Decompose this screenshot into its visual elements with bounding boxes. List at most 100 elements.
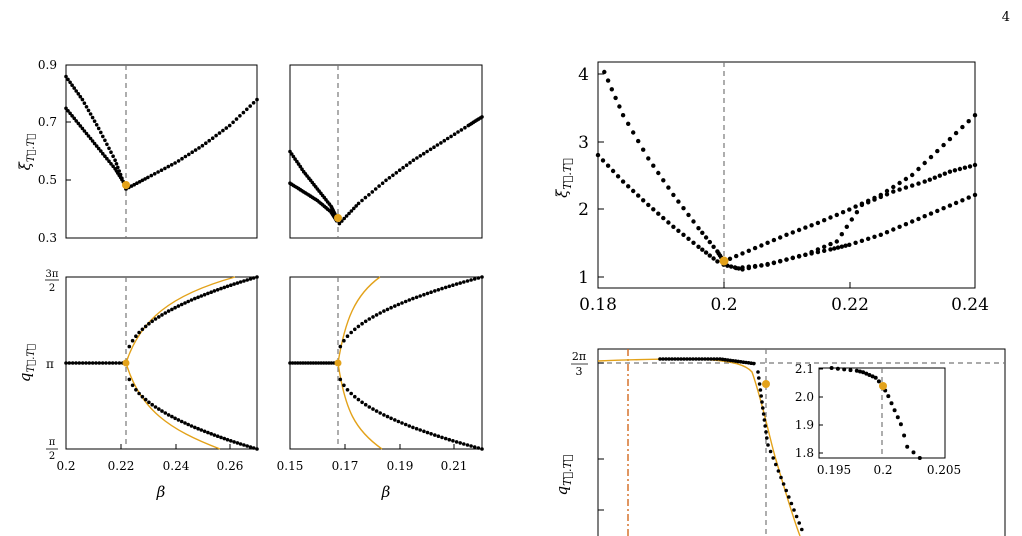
data-point [866, 236, 871, 241]
data-point [691, 240, 696, 245]
ytick-label: 4 [578, 65, 589, 85]
data-point [676, 357, 680, 361]
data-point [641, 198, 646, 203]
data-point [241, 110, 246, 115]
data-point [400, 421, 404, 425]
data-point [150, 402, 154, 407]
fit-curve-upper [337, 276, 381, 364]
data-point [66, 77, 70, 82]
data-point [861, 370, 866, 375]
data-point [835, 366, 840, 371]
data-point [159, 168, 164, 172]
data-point [251, 101, 256, 105]
data-point [418, 154, 423, 158]
data-point [219, 435, 223, 440]
data-point [342, 338, 346, 343]
fit-curve-lower [125, 362, 221, 450]
data-point [703, 235, 709, 240]
data-point [646, 156, 651, 161]
data-point [792, 508, 796, 512]
data-point [196, 295, 200, 300]
x-axis-label: β [156, 483, 166, 501]
data-point [114, 162, 119, 166]
data-point [209, 290, 213, 295]
data-point [103, 138, 107, 143]
ytick-label: 0.7 [38, 115, 57, 129]
fit-curve-upper [125, 276, 236, 364]
data-points [64, 275, 259, 451]
axes-frame [65, 64, 258, 239]
critical-point-marker [334, 359, 342, 367]
data-point [443, 436, 448, 441]
data-point [173, 305, 177, 310]
data-point [212, 289, 217, 293]
data-point [428, 147, 433, 152]
data-point [778, 259, 783, 264]
data-point [70, 83, 74, 87]
data-point [76, 92, 81, 96]
data-point [235, 441, 240, 445]
panel-q-left-b: 0.15 0.17 0.19 0.21 β [277, 275, 484, 501]
data-point [72, 116, 76, 121]
data-point [847, 242, 852, 247]
data-point [303, 361, 308, 365]
data-point [895, 415, 900, 420]
data-point [937, 173, 942, 178]
data-point [691, 357, 695, 361]
data-point [800, 527, 804, 532]
data-point [809, 223, 814, 228]
y-ticks: 4 3 2 1 [578, 65, 604, 288]
data-point [251, 446, 256, 450]
data-point [248, 104, 252, 108]
data-point [183, 154, 188, 159]
data-point [891, 189, 896, 194]
critical-point-marker [122, 359, 130, 367]
data-point [354, 204, 359, 208]
data-point [415, 156, 419, 160]
data-point [94, 144, 99, 148]
data-point [150, 319, 154, 324]
data-point [64, 106, 68, 111]
data-point [759, 263, 764, 268]
data-point [215, 288, 220, 292]
y-axis-label: ξT⃗.T⃗ [16, 134, 37, 171]
data-point [440, 286, 444, 291]
data-point [156, 170, 160, 174]
data-point [411, 296, 415, 301]
data-point [219, 286, 223, 291]
data-point [293, 157, 297, 161]
data-point [238, 280, 243, 284]
data-point [953, 200, 959, 206]
data-point [214, 133, 218, 138]
data-point [661, 357, 665, 361]
data-point [727, 256, 733, 261]
data-point [935, 148, 940, 154]
critical-point-marker [719, 256, 729, 266]
data-point [337, 221, 342, 226]
data-point [255, 97, 259, 102]
data-point [451, 283, 455, 288]
data-point [68, 111, 72, 116]
data-points [288, 115, 484, 226]
ytick-label: 2π 3 [572, 350, 586, 378]
data-point [459, 128, 464, 132]
data-point [84, 361, 88, 365]
xtick-label: 0.22 [831, 295, 869, 315]
data-point [760, 400, 764, 404]
data-point [927, 177, 932, 182]
data-point [327, 361, 331, 365]
xtick-label: 0.19 [387, 459, 414, 473]
data-point [764, 430, 768, 434]
data-point [671, 192, 676, 198]
data-point [884, 188, 890, 194]
data-point [828, 247, 833, 252]
data-point [189, 424, 194, 428]
data-point [134, 388, 138, 392]
data-point [763, 424, 767, 428]
data-point [371, 407, 375, 411]
data-point [685, 357, 689, 361]
data-point [308, 361, 313, 365]
data-point [105, 142, 109, 147]
data-point [342, 216, 347, 221]
